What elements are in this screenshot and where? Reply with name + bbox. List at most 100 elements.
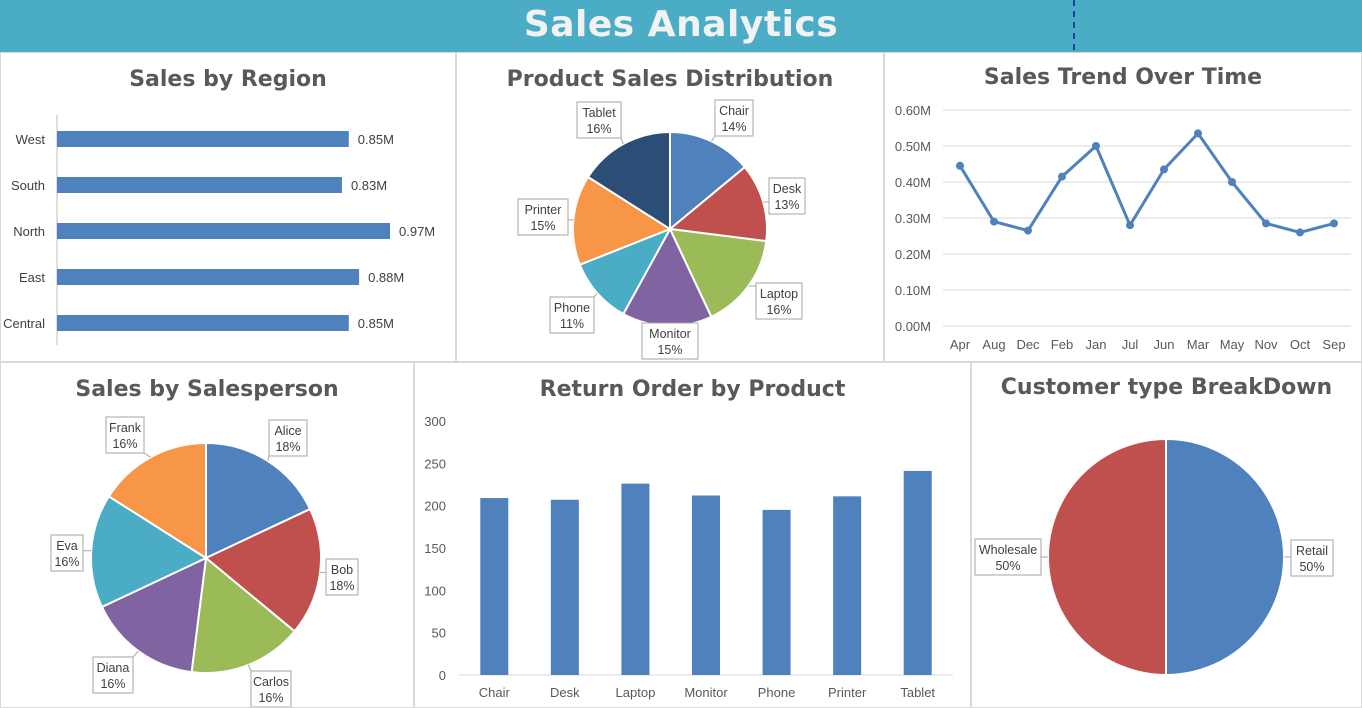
slice-pct-retail: 50% <box>1299 560 1324 574</box>
point-jun <box>1160 165 1168 174</box>
slice-label-printer: Printer <box>525 203 562 217</box>
y-tick-label: 0.20M <box>895 247 931 262</box>
data-label-south: 0.83M <box>351 178 387 193</box>
returns-bar-chart: 0 50 100 150 200 250 300 Chair Desk Laptop Monitor… <box>424 414 953 700</box>
chart-title: Sales by Region <box>129 67 327 92</box>
bar-west <box>57 131 349 147</box>
slice-label-alice: Alice <box>274 424 301 438</box>
product-distribution-panel[interactable]: Product Sales Distribution Chair 14% Desk 1… <box>456 52 884 362</box>
bar-east <box>57 269 360 285</box>
chart-title: Product Sales Distribution <box>506 67 834 92</box>
point-may <box>1228 178 1236 186</box>
slice-pct-chair: 14% <box>721 120 746 134</box>
y-tick-label: 250 <box>424 456 446 471</box>
dashboard-header: Sales Analytics <box>0 0 1362 52</box>
slice-label-monitor: Monitor <box>649 327 691 341</box>
x-tick-label-feb: Feb <box>1051 337 1073 352</box>
slice-label-desk: Desk <box>773 182 802 196</box>
slice-eva <box>90 494 209 609</box>
bar-central <box>57 315 349 331</box>
slice-chair <box>669 130 747 232</box>
customer-type-panel[interactable]: Customer type BreakDown Retail 50% Wholesa… <box>971 362 1362 708</box>
y-tick-label: 300 <box>424 414 446 429</box>
trend-line-chart: 0.00M 0.10M 0.20M 0.30M 0.40M 0.50M 0.60M Apr Au… <box>895 103 1351 352</box>
y-tick-label: 0.10M <box>895 283 931 298</box>
slice-label-chair: Chair <box>719 104 749 118</box>
bar-chair <box>480 498 509 675</box>
leader-line-phone <box>593 292 598 298</box>
label-box-monitor <box>641 322 699 360</box>
bar-laptop <box>621 483 650 675</box>
label-box-phone <box>549 296 595 334</box>
y-tick-label: 0.30M <box>895 211 931 226</box>
point-jan <box>1092 142 1100 150</box>
label-box-frank <box>105 416 145 454</box>
x-tick-label-jan: Jan <box>1086 337 1107 352</box>
series-line <box>958 131 1335 234</box>
slice-pct-phone: 11% <box>560 317 584 331</box>
sales-trend-panel[interactable]: Sales Trend Over Time 0.00M 0.10M 0.20M 0.3… <box>884 52 1362 362</box>
leader-line-tablet <box>620 137 624 145</box>
category-label-west: West <box>16 132 46 147</box>
bar-north <box>57 223 390 239</box>
label-box-carlos <box>250 670 292 707</box>
dashboard-title: Sales Analytics <box>523 4 839 45</box>
x-tick-label-aug: Aug <box>982 337 1005 352</box>
data-label-east: 0.88M <box>368 270 404 285</box>
customer-pie-chart: Retail 50% Wholesale 50% <box>974 437 1334 677</box>
bar-monitor <box>692 495 720 675</box>
x-tick-label-sep: Sep <box>1322 337 1345 352</box>
point-oct <box>1296 228 1304 237</box>
y-tick-label: 200 <box>424 499 446 514</box>
label-box-tablet <box>576 101 622 139</box>
slice-pct-bob: 18% <box>329 579 354 593</box>
bar-desk <box>550 499 579 675</box>
leader-line-carlos <box>247 664 252 672</box>
x-tick-label-dec: Dec <box>1016 337 1040 352</box>
point-mar <box>1194 129 1202 138</box>
label-box-alice <box>268 419 308 457</box>
data-label-central: 0.85M <box>358 316 394 331</box>
slice-label-eva: Eva <box>56 539 78 553</box>
salesperson-panel[interactable]: Sales by Salesperson Alice 18% Bob 18% Carlo… <box>0 362 414 708</box>
category-label-east: East <box>19 270 45 285</box>
x-tick-label-jul: Jul <box>1122 337 1139 352</box>
slice-pct-laptop: 16% <box>766 303 791 317</box>
point-jul <box>1126 221 1134 230</box>
label-box-wholesale <box>974 538 1042 576</box>
selection-marker <box>1073 0 1075 50</box>
slice-retail <box>1165 437 1285 677</box>
x-tick-label-jun: Jun <box>1154 337 1175 352</box>
slice-label-diana: Diana <box>97 661 130 675</box>
label-box-eva <box>50 534 84 572</box>
bar-printer <box>833 496 862 675</box>
x-tick-label-phone: Phone <box>758 685 796 700</box>
slice-diana <box>100 556 208 674</box>
chart-title: Return Order by Product <box>539 377 846 402</box>
category-label-north: North <box>13 224 45 239</box>
category-label-south: South <box>11 178 45 193</box>
slice-pct-desk: 13% <box>774 198 799 212</box>
slice-label-laptop: Laptop <box>760 287 798 301</box>
y-tick-label: 0.50M <box>895 139 931 154</box>
data-label-west: 0.85M <box>358 132 394 147</box>
slice-alice <box>205 441 312 560</box>
x-tick-label-chair: Chair <box>479 685 511 700</box>
return-orders-panel[interactable]: Return Order by Product 0 50 100 150 200 250 3… <box>414 362 971 708</box>
x-tick-label-laptop: Laptop <box>616 685 656 700</box>
y-tick-label: 0 <box>439 668 446 683</box>
x-tick-label-may: May <box>1220 337 1245 352</box>
y-tick-label: 50 <box>432 626 446 641</box>
slice-label-carlos: Carlos <box>253 675 289 689</box>
slice-bob <box>204 507 322 633</box>
point-aug <box>990 217 998 226</box>
data-label-north: 0.97M <box>399 224 435 239</box>
slice-label-bob: Bob <box>331 563 353 577</box>
chart-title: Sales Trend Over Time <box>983 65 1263 90</box>
y-tick-label: 0.40M <box>895 175 931 190</box>
x-tick-label-oct: Oct <box>1290 337 1311 352</box>
slice-carlos <box>190 556 297 674</box>
sales-by-region-panel[interactable]: Sales by Region West 0.85M South 0.83M North… <box>0 52 456 362</box>
label-box-retail <box>1290 539 1334 577</box>
chart-title: Sales by Salesperson <box>75 377 339 402</box>
